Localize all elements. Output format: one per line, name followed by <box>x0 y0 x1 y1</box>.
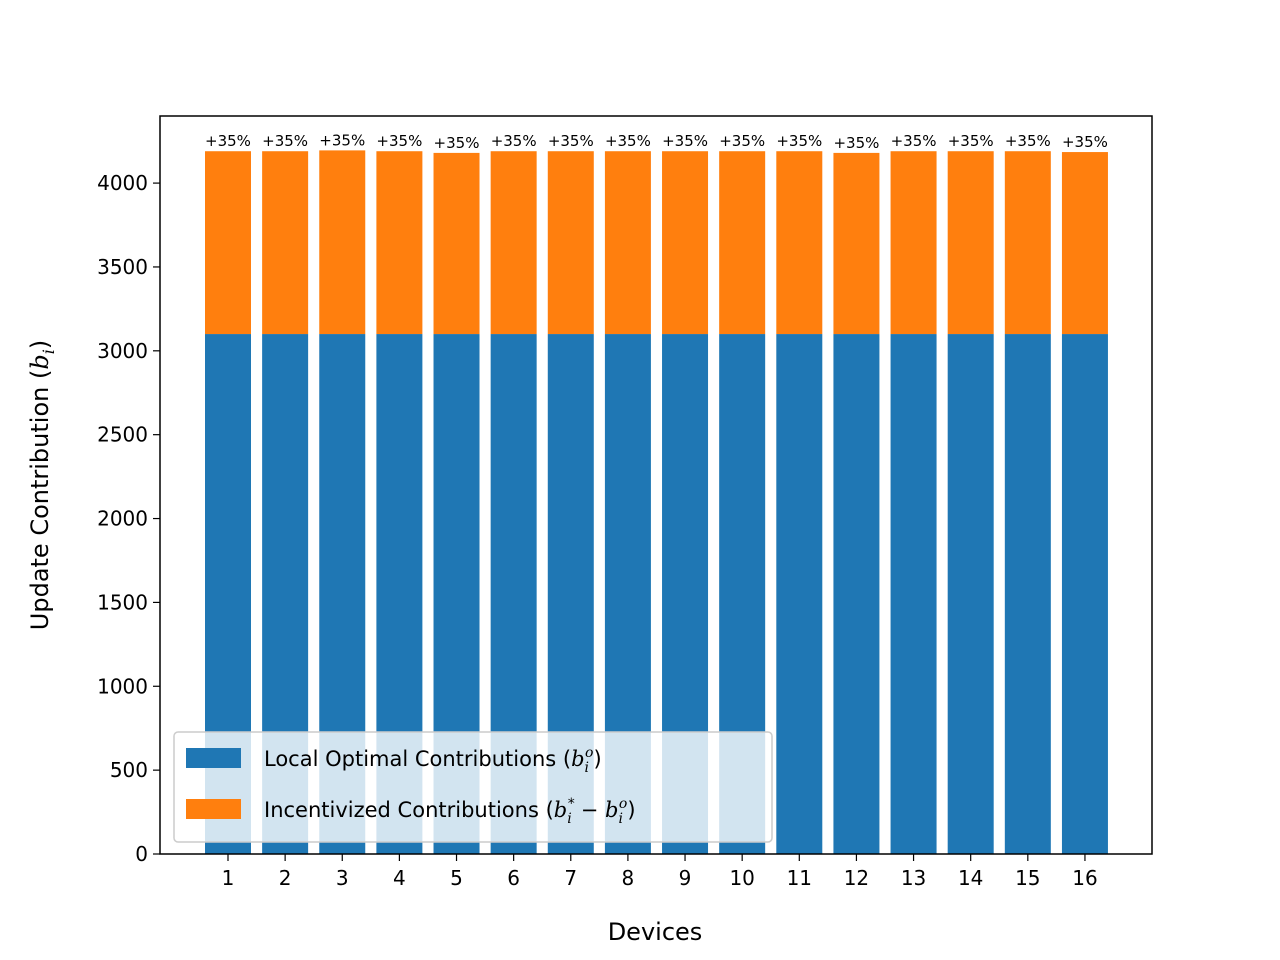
legend-paren-close2: ) <box>627 798 635 822</box>
bar-incentivized-10 <box>719 151 766 335</box>
x-tick-label-8: 8 <box>622 866 635 890</box>
bar-incentivized-7 <box>547 151 594 335</box>
legend-math-sup-o: o <box>585 745 593 761</box>
y-tick-label-2500: 2500 <box>97 423 148 447</box>
bar-local-14 <box>947 334 994 854</box>
plot-frame <box>159 115 1153 855</box>
bar-local-15 <box>1004 334 1051 854</box>
bar-incentivized-13 <box>890 151 937 335</box>
legend-math-sup-o2: o <box>619 796 627 812</box>
data-label-14: +35% <box>948 132 994 150</box>
bar-local-16 <box>1061 334 1108 854</box>
bar-incentivized-16 <box>1061 152 1108 335</box>
x-tick-label-3: 3 <box>336 866 349 890</box>
legend-swatch-local <box>186 748 241 768</box>
legend: Local Optimal Contributions (bio) Incent… <box>173 731 773 843</box>
y-axis: 0 500 1000 1500 2000 2500 3000 3500 4000 <box>97 171 160 866</box>
x-tick-label-4: 4 <box>393 866 406 890</box>
bar-local-12 <box>833 334 880 854</box>
data-label-10: +35% <box>719 132 765 150</box>
data-label-7: +35% <box>548 132 594 150</box>
legend-math-sub-i-o: i <box>618 811 622 827</box>
x-tick-label-5: 5 <box>450 866 463 890</box>
data-label-5: +35% <box>434 134 480 152</box>
bar-incentivized-11 <box>776 151 823 335</box>
legend-math-b-o: b <box>605 798 618 822</box>
data-label-9: +35% <box>662 132 708 150</box>
y-tick-label-500: 500 <box>110 758 148 782</box>
x-tick-label-10: 10 <box>729 866 754 890</box>
legend-math-b: b <box>571 747 584 771</box>
data-label-1: +35% <box>205 132 251 150</box>
legend-math-sub-i: i <box>585 760 589 776</box>
bar-incentivized-12 <box>833 152 880 335</box>
data-label-13: +35% <box>891 132 937 150</box>
x-tick-label-14: 14 <box>958 866 983 890</box>
legend-math-sub-i-star: i <box>567 811 571 827</box>
legend-swatch-incentivized <box>186 799 241 819</box>
data-label-4: +35% <box>376 132 422 150</box>
x-tick-label-2: 2 <box>279 866 292 890</box>
data-label-16: +35% <box>1062 133 1108 151</box>
bar-incentivized-5 <box>433 152 480 335</box>
bar-incentivized-9 <box>662 151 709 335</box>
y-axis-title-symbol: b <box>26 354 54 369</box>
y-tick-label-2000: 2000 <box>97 507 148 531</box>
data-label-15: +35% <box>1005 132 1051 150</box>
y-tick-label-1500: 1500 <box>97 590 148 614</box>
legend-paren-close: ) <box>593 747 601 771</box>
legend-label-incentivized-text: Incentivized Contributions <box>264 798 539 822</box>
y-axis-title-close: ) <box>26 340 54 349</box>
x-tick-label-7: 7 <box>564 866 577 890</box>
data-label-11: +35% <box>776 132 822 150</box>
legend-label-local-text: Local Optimal Contributions <box>264 747 556 771</box>
x-axis-title: Devices <box>608 918 703 946</box>
x-axis: 1 2 3 4 5 6 7 8 9 10 11 12 13 14 15 16 <box>222 854 1098 890</box>
bar-local-11 <box>776 334 823 854</box>
legend-label-local: Local Optimal Contributions (bio) <box>264 745 602 776</box>
legend-math-sup-star: * <box>568 796 575 812</box>
bar-incentivized-1 <box>205 151 251 335</box>
x-tick-label-13: 13 <box>901 866 926 890</box>
data-label-3: +35% <box>319 131 365 149</box>
bar-incentivized-15 <box>1004 151 1051 335</box>
bar-incentivized-8 <box>604 151 651 335</box>
y-tick-label-3000: 3000 <box>97 339 148 363</box>
x-tick-label-12: 12 <box>844 866 869 890</box>
x-tick-label-11: 11 <box>787 866 812 890</box>
data-label-6: +35% <box>491 132 537 150</box>
bar-incentivized-6 <box>490 151 537 335</box>
y-tick-label-3500: 3500 <box>97 255 148 279</box>
bar-local-13 <box>890 334 937 854</box>
bar-incentivized-14 <box>947 151 994 335</box>
x-tick-label-15: 15 <box>1015 866 1040 890</box>
y-tick-label-0: 0 <box>135 842 148 866</box>
y-axis-title: Update Contribution (bi) <box>26 340 58 630</box>
legend-math-b-star: b <box>554 798 567 822</box>
x-tick-label-16: 16 <box>1072 866 1097 890</box>
data-label-8: +35% <box>605 132 651 150</box>
x-tick-label-6: 6 <box>507 866 520 890</box>
bar-incentivized-4 <box>376 151 423 335</box>
legend-box <box>173 731 773 843</box>
data-label-2: +35% <box>262 132 308 150</box>
data-label-12: +35% <box>833 134 879 152</box>
bar-incentivized-2 <box>262 151 309 335</box>
x-tick-label-9: 9 <box>679 866 692 890</box>
y-axis-title-text: Update Contribution <box>26 387 54 631</box>
y-tick-label-4000: 4000 <box>97 171 148 195</box>
y-tick-label-1000: 1000 <box>97 674 148 698</box>
data-labels-group: +35% +35% +35% +35% +35% +35% +35% +35% +35% +35%… <box>205 131 1108 152</box>
x-tick-label-1: 1 <box>222 866 235 890</box>
legend-minus: − <box>581 798 605 822</box>
y-axis-title-subscript: i <box>39 349 58 354</box>
bar-incentivized-3 <box>319 150 366 335</box>
